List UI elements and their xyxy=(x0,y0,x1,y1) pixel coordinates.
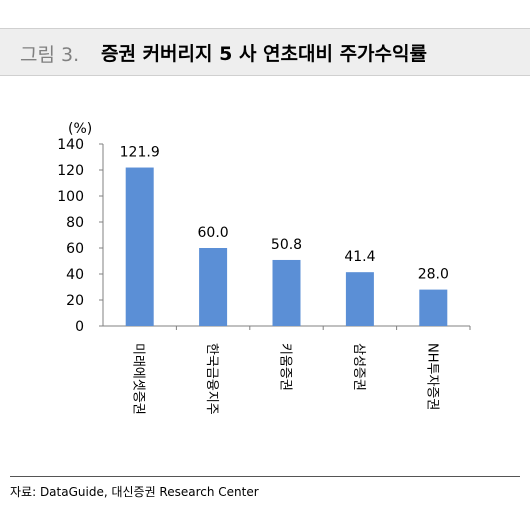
bar xyxy=(199,248,228,326)
y-tick-label: 80 xyxy=(66,215,84,231)
data-label: 28.0 xyxy=(418,267,449,283)
data-label: 121.9 xyxy=(120,145,160,161)
data-label: 41.4 xyxy=(344,249,375,265)
source-note: 자료: DataGuide, 대신증권 Research Center xyxy=(10,476,520,500)
category-label: 한국금융지주 xyxy=(204,343,219,415)
figure-number: 그림 3. xyxy=(20,44,80,66)
y-tick-label: 120 xyxy=(57,163,84,179)
bar xyxy=(345,272,374,326)
data-label: 60.0 xyxy=(198,225,229,241)
y-tick-label: 20 xyxy=(66,293,84,309)
bar xyxy=(272,259,301,326)
figure-header: 그림 3. 증권 커버리지 5 사 연초대비 주가수익률 xyxy=(0,28,530,76)
y-tick-label: 140 xyxy=(57,137,84,153)
y-tick-label: 60 xyxy=(66,241,84,257)
category-label: 미래에셋증권 xyxy=(131,343,146,415)
category-label: NH투자증권 xyxy=(424,343,439,410)
bar-chart: (%) 0 20 40 60 80 100 120 140 121.9 미래에셋증권 60.0 한국금융… xyxy=(57,121,471,415)
data-label: 50.8 xyxy=(271,237,302,253)
category-label: 키움증권 xyxy=(278,343,293,391)
y-tick-label: 40 xyxy=(66,267,84,283)
bar xyxy=(125,167,154,326)
figure-title: 증권 커버리지 5 사 연초대비 주가수익률 xyxy=(101,43,427,65)
y-tick-label: 100 xyxy=(57,189,84,205)
y-axis-unit-label: (%) xyxy=(68,121,92,137)
category-label: 삼성증권 xyxy=(351,343,366,391)
bar xyxy=(419,289,448,326)
y-tick-label: 0 xyxy=(75,319,84,335)
